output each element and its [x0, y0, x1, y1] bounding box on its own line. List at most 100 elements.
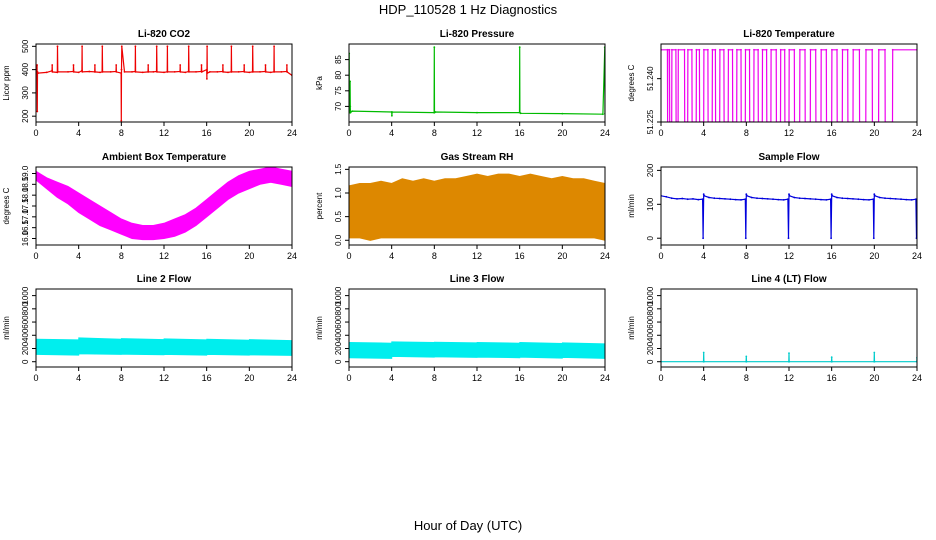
y-tick-label: 600: [334, 315, 343, 329]
y-axis-label: percent: [315, 192, 324, 219]
series-group: [36, 167, 292, 241]
data-point: [671, 48, 673, 51]
y-tick-label: 19.0: [21, 165, 30, 181]
data-point: [259, 71, 261, 73]
panel-title: Li-820 Temperature: [743, 29, 835, 40]
x-tick-label: 0: [658, 251, 663, 261]
panel-title: Line 2 Flow: [137, 274, 192, 285]
x-tick-label: 20: [557, 128, 567, 138]
x-tick-label: 8: [119, 251, 124, 261]
series-group: [661, 193, 917, 240]
x-tick-label: 24: [600, 373, 610, 383]
data-point: [723, 48, 725, 51]
x-tick-label: 24: [912, 128, 922, 138]
data-point: [683, 48, 686, 51]
panel-ambient-box-temperature: Ambient Box Temperature degrees C 0 4 8 12 16 2…: [2, 152, 297, 261]
data-point: [779, 48, 782, 51]
x-tick-label: 8: [119, 373, 124, 383]
y-tick-label: 75: [334, 86, 343, 95]
x-tick-label: 4: [701, 128, 706, 138]
data-point: [134, 45, 137, 48]
panel-line-2-flow: Line 2 Flow ml/min 0 4 8 12 16 20 24 0 20040060080…: [2, 274, 297, 383]
x-tick-label: 4: [389, 128, 394, 138]
data-point: [846, 48, 849, 51]
data-point: [206, 45, 209, 48]
series-group: [349, 341, 605, 359]
y-tick-label: 85: [334, 55, 343, 64]
data-point: [873, 360, 876, 363]
data-point: [748, 48, 751, 51]
data-point: [677, 48, 680, 51]
data-point: [349, 111, 352, 114]
data-point: [788, 48, 791, 51]
data-point: [131, 71, 133, 73]
x-tick-label: 4: [76, 128, 81, 138]
data-point: [788, 193, 790, 196]
data-point: [905, 198, 908, 201]
data-point: [910, 199, 913, 201]
y-tick-label: 800: [334, 302, 343, 316]
data-point: [163, 71, 165, 74]
figure-title: HDP_110528 1 Hz Diagnostics: [378, 2, 558, 17]
data-point: [825, 199, 828, 201]
y-tick-label: 17.5: [21, 198, 30, 214]
data-point: [94, 71, 96, 73]
data-point: [830, 356, 833, 358]
data-point: [703, 48, 705, 51]
data-point: [753, 48, 755, 51]
data-point: [147, 64, 150, 66]
series-line: [36, 46, 292, 121]
data-point: [703, 360, 705, 363]
data-point: [874, 194, 876, 197]
data-point: [846, 197, 849, 200]
panel-line-4-lt-flow: Line 4 (LT) Flow ml/min 0 4 8 12 16 20 24 0 200400…: [627, 274, 922, 383]
data-point: [179, 64, 182, 66]
series-group: [661, 48, 917, 122]
data-point: [711, 48, 714, 51]
data-point: [99, 71, 101, 74]
data-point: [200, 64, 203, 66]
data-point: [230, 45, 233, 48]
data-point: [152, 71, 155, 73]
panel-title: Gas Stream RH: [441, 152, 514, 163]
x-tick-label: 8: [432, 128, 437, 138]
series-group: [36, 45, 292, 122]
data-point: [51, 71, 54, 73]
data-point: [872, 198, 875, 201]
data-point: [809, 198, 812, 200]
data-point: [740, 199, 742, 201]
x-tick-label: 8: [744, 128, 749, 138]
y-tick-label: 200: [21, 109, 30, 123]
data-point: [222, 64, 224, 66]
data-point: [286, 64, 288, 66]
data-point: [745, 193, 748, 196]
data-point: [836, 196, 838, 199]
data-point: [830, 237, 832, 240]
data-point: [206, 72, 209, 74]
x-tick-label: 8: [744, 251, 749, 261]
data-point: [665, 195, 668, 198]
data-point: [829, 198, 832, 201]
y-tick-label: 80: [334, 70, 343, 79]
x-tick-label: 16: [515, 251, 525, 261]
data-point: [222, 71, 225, 73]
data-point: [831, 48, 833, 51]
data-point: [793, 48, 796, 51]
y-tick-label: 51.225: [646, 109, 655, 134]
data-point: [173, 71, 176, 73]
data-point: [115, 64, 118, 66]
series-band: [36, 337, 292, 356]
data-point: [280, 71, 283, 73]
series-line: [661, 193, 917, 239]
data-point: [702, 351, 705, 354]
x-tick-label: 16: [202, 128, 212, 138]
data-point: [243, 64, 246, 66]
data-point: [77, 71, 80, 74]
data-point: [36, 64, 38, 66]
data-point: [120, 72, 122, 74]
x-tick-label: 16: [515, 128, 525, 138]
series-line: [661, 352, 917, 363]
data-point: [702, 237, 704, 240]
x-tick-label: 20: [557, 373, 567, 383]
data-point: [787, 237, 790, 240]
